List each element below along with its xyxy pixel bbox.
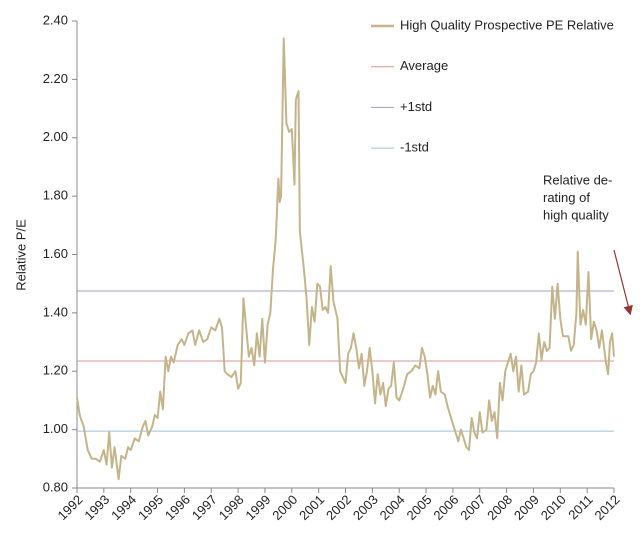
annotation-text: high quality	[543, 207, 609, 222]
y-tick-label: 1.20	[43, 363, 68, 378]
x-tick-label: 2001	[296, 492, 327, 523]
x-tick-label: 2004	[377, 492, 408, 523]
y-tick-label: 2.00	[43, 129, 68, 144]
x-tick-label: 1994	[108, 492, 139, 523]
y-tick-label: 1.60	[43, 246, 68, 261]
x-tick-label: 1992	[54, 492, 85, 523]
x-tick-label: 2008	[484, 492, 515, 523]
x-tick-label: 2003	[350, 492, 381, 523]
y-tick-label: 1.40	[43, 304, 68, 319]
annotation-text: rating of	[543, 190, 590, 205]
x-tick-label: 1993	[81, 492, 112, 523]
x-tick-label: 2007	[457, 492, 488, 523]
legend-label: -1std	[400, 140, 429, 155]
data-line	[76, 37, 615, 481]
x-tick-label: 2011	[565, 492, 595, 522]
x-tick-label: 2006	[430, 492, 461, 523]
y-tick-label: 2.20	[43, 71, 68, 86]
x-tick-label: 2009	[511, 492, 542, 523]
y-tick-label: 2.40	[43, 12, 68, 27]
x-tick-label: 1997	[189, 492, 220, 523]
x-tick-label: 2005	[404, 492, 435, 523]
x-tick-label: 2002	[323, 492, 354, 523]
legend-label: High Quality Prospective PE Relative	[400, 17, 614, 32]
x-tick-label: 2012	[591, 492, 622, 523]
annotation-text: Relative de-	[543, 172, 612, 187]
legend-label: Average	[400, 58, 448, 73]
y-tick-label: 1.80	[43, 188, 68, 203]
y-tick-label: 0.80	[43, 479, 68, 494]
x-tick-label: 1999	[242, 492, 273, 523]
y-axis-label: Relative P/E	[13, 219, 28, 291]
legend-label: +1std	[400, 99, 432, 114]
x-tick-label: 2010	[538, 492, 569, 523]
annotation-arrow	[613, 249, 633, 316]
x-tick-label: 1995	[135, 492, 166, 523]
y-tick-label: 1.00	[43, 421, 68, 436]
x-tick-label: 2000	[269, 492, 300, 523]
x-tick-label: 1996	[162, 492, 193, 523]
x-tick-label: 1998	[216, 492, 247, 523]
